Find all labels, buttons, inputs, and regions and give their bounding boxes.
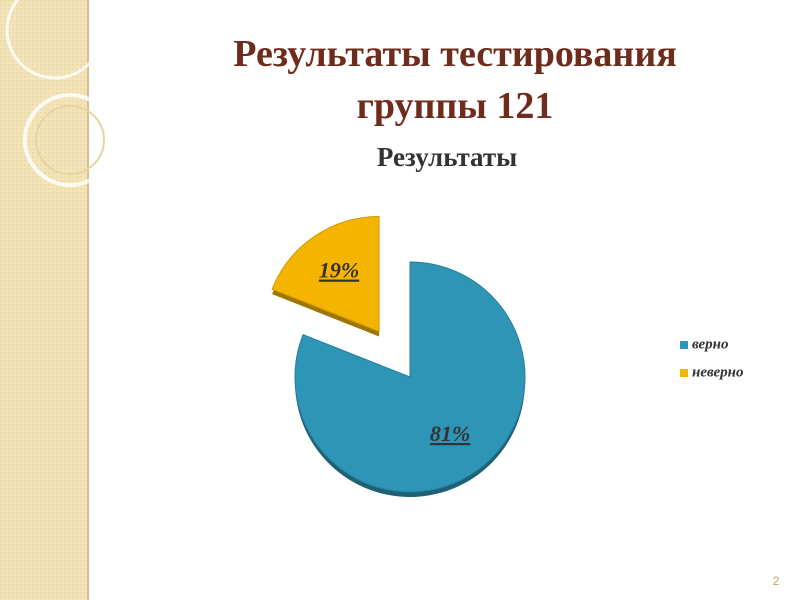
legend-swatch: [680, 341, 688, 349]
slide-title: Результаты тестирования группы 121: [233, 33, 677, 127]
data-label: 81%: [430, 421, 470, 446]
legend-label: верно: [692, 336, 729, 352]
page-number: 2: [773, 574, 780, 588]
side-panel: [0, 0, 88, 600]
decor-circle: [5, 0, 105, 80]
slice: [271, 216, 380, 333]
legend-swatch: [680, 369, 688, 377]
decor-circle: [23, 93, 117, 187]
slice: [294, 261, 526, 493]
chart-title: Результаты: [377, 142, 517, 172]
data-label: 19%: [319, 258, 359, 283]
legend-label: неверно: [692, 364, 744, 380]
decor-circle: [35, 105, 105, 175]
